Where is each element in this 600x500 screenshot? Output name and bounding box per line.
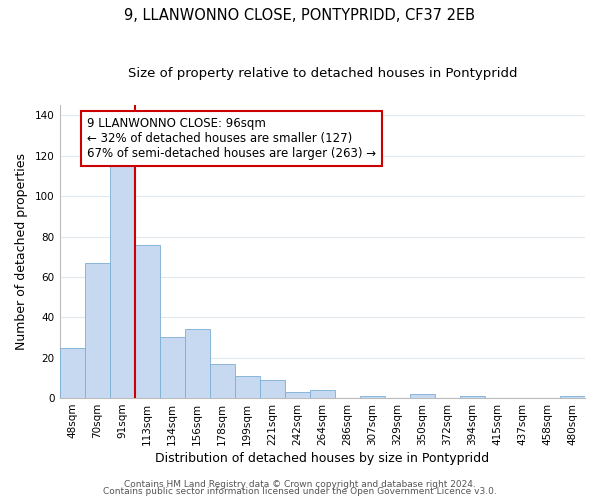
Bar <box>260 380 285 398</box>
Text: Contains public sector information licensed under the Open Government Licence v3: Contains public sector information licen… <box>103 487 497 496</box>
Bar <box>235 376 260 398</box>
Bar <box>209 364 235 398</box>
Bar <box>560 396 585 398</box>
Bar <box>110 160 134 398</box>
Bar <box>310 390 335 398</box>
Bar <box>285 392 310 398</box>
Text: Contains HM Land Registry data © Crown copyright and database right 2024.: Contains HM Land Registry data © Crown c… <box>124 480 476 489</box>
Bar <box>360 396 385 398</box>
Bar <box>460 396 485 398</box>
Text: 9, LLANWONNO CLOSE, PONTYPRIDD, CF37 2EB: 9, LLANWONNO CLOSE, PONTYPRIDD, CF37 2EB <box>125 8 476 22</box>
Bar <box>185 330 209 398</box>
X-axis label: Distribution of detached houses by size in Pontypridd: Distribution of detached houses by size … <box>155 452 490 465</box>
Text: 9 LLANWONNO CLOSE: 96sqm
← 32% of detached houses are smaller (127)
67% of semi-: 9 LLANWONNO CLOSE: 96sqm ← 32% of detach… <box>87 118 376 160</box>
Bar <box>85 263 110 398</box>
Bar <box>160 338 185 398</box>
Bar <box>59 348 85 398</box>
Title: Size of property relative to detached houses in Pontypridd: Size of property relative to detached ho… <box>128 68 517 80</box>
Y-axis label: Number of detached properties: Number of detached properties <box>15 153 28 350</box>
Bar <box>134 244 160 398</box>
Bar <box>410 394 435 398</box>
